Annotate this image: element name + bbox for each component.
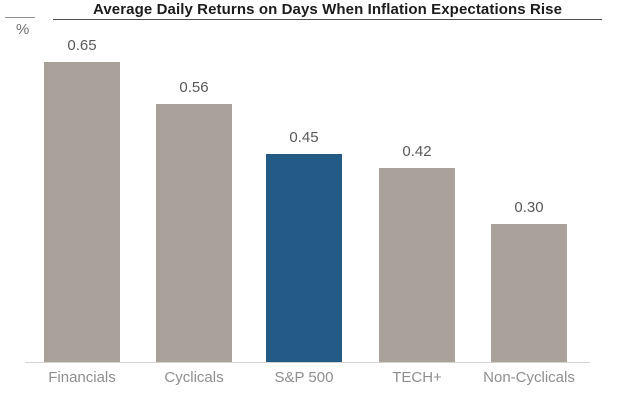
title-underline (53, 19, 602, 20)
category-label-s-p-500: S&P 500 (274, 369, 334, 386)
value-label-non-cyclicals: 0.30 (514, 199, 544, 216)
chart-title: Average Daily Returns on Days When Infla… (92, 1, 563, 18)
y-axis-unit-label: % (16, 21, 30, 38)
category-label-financials: Financials (48, 369, 116, 386)
bar-financials (44, 62, 120, 362)
value-label-s-p-500: 0.45 (289, 129, 319, 146)
category-label-cyclicals: Cyclicals (164, 369, 224, 386)
y-axis-stub-line (5, 17, 35, 18)
x-axis-line (25, 362, 590, 363)
value-label-financials: 0.65 (67, 37, 97, 54)
category-label-non-cyclicals: Non-Cyclicals (483, 369, 575, 386)
bar-non-cyclicals (491, 224, 567, 362)
value-label-cyclicals: 0.56 (179, 79, 209, 96)
category-label-tech: TECH+ (392, 369, 442, 386)
bar-tech (379, 168, 455, 362)
bar-cyclicals (156, 104, 232, 362)
bar-s-p-500 (266, 154, 342, 362)
value-label-tech: 0.42 (402, 143, 432, 160)
